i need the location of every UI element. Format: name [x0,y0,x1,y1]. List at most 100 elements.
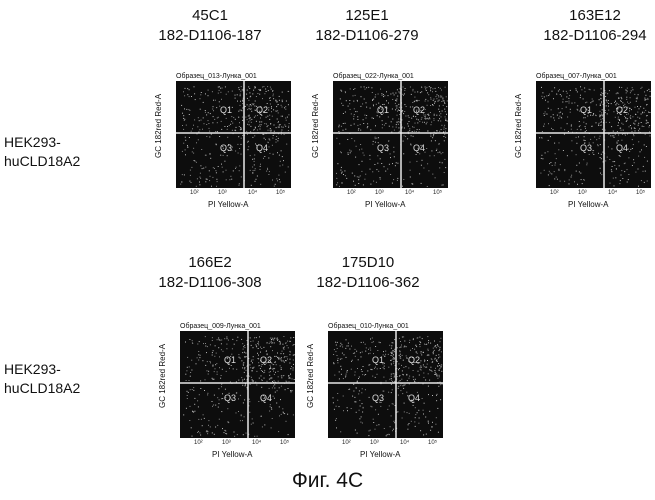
event-dot [402,110,403,111]
x-tick-label: 10³ [375,190,384,196]
event-dot [429,411,430,412]
event-dot [602,115,603,116]
event-dot [407,412,408,413]
event-dot [264,372,265,373]
event-dot [264,138,265,139]
event-dot [334,375,335,376]
event-dot [355,430,356,431]
event-dot [618,125,619,126]
event-dot [419,341,420,342]
event-dot [224,161,225,162]
event-dot [370,353,371,354]
event-dot [360,422,361,423]
event-dot [394,422,395,423]
event-dot [423,168,424,169]
event-dot [628,103,629,104]
event-dot [363,342,364,343]
event-dot [442,99,443,100]
event-dot [220,88,221,89]
event-dot [645,110,646,111]
event-dot [404,128,405,129]
event-dot [223,155,224,156]
event-dot [445,167,446,168]
quadrant-label-q4: Q4 [616,143,628,153]
event-dot [446,114,447,115]
event-dot [435,372,436,373]
event-dot [383,377,384,378]
event-dot [565,101,566,102]
sample-clone: 175D10 [308,253,428,273]
event-dot [389,405,390,406]
quadrant-label-q4: Q4 [413,143,425,153]
event-dot [412,126,413,127]
event-dot [206,114,207,115]
event-dot [341,374,342,375]
event-dot [406,346,407,347]
event-dot [598,125,599,126]
event-dot [541,158,542,159]
event-dot [593,154,594,155]
event-dot [230,176,231,177]
event-dot [571,124,572,125]
event-dot [389,434,390,435]
event-dot [335,351,336,352]
event-dot [631,90,632,91]
event-dot [193,125,194,126]
event-dot [215,100,216,101]
event-dot [593,101,594,102]
event-dot [442,98,443,99]
event-dot [278,138,279,139]
event-dot [375,377,376,378]
event-dot [333,354,334,355]
event-dot [419,337,420,338]
sample-id: 182-D1106-294 [535,26,655,46]
event-dot [277,390,278,391]
event-dot [261,387,262,388]
event-dot [344,170,345,171]
event-dot [602,129,603,130]
event-dot [336,178,337,179]
event-dot [242,108,243,109]
event-dot [605,110,606,111]
event-dot [358,183,359,184]
event-dot [383,367,384,368]
event-dot [445,116,446,117]
event-dot [260,164,261,165]
event-dot [421,117,422,118]
event-dot [182,151,183,152]
event-dot [341,369,342,370]
event-dot [240,95,241,96]
event-dot [395,93,396,94]
event-dot [360,124,361,125]
event-dot [436,150,437,151]
event-dot [247,90,248,91]
event-dot [229,179,230,180]
event-dot [549,163,550,164]
event-dot [357,111,358,112]
event-dot [187,395,188,396]
event-dot [242,385,243,386]
event-dot [571,140,572,141]
event-dot [409,117,410,118]
event-dot [277,140,278,141]
event-dot [414,131,415,132]
event-dot [345,92,346,93]
event-dot [384,125,385,126]
event-dot [558,118,559,119]
event-dot [648,122,649,123]
event-dot [439,376,440,377]
event-dot [560,181,561,182]
event-dot [281,150,282,151]
event-dot [439,365,440,366]
event-dot [269,343,270,344]
event-dot [391,378,392,379]
event-dot [439,111,440,112]
event-dot [219,136,220,137]
event-dot [209,180,210,181]
event-dot [213,106,214,107]
event-dot [278,359,279,360]
event-dot [389,164,390,165]
event-dot [392,350,393,351]
event-dot [353,116,354,117]
event-dot [281,369,282,370]
